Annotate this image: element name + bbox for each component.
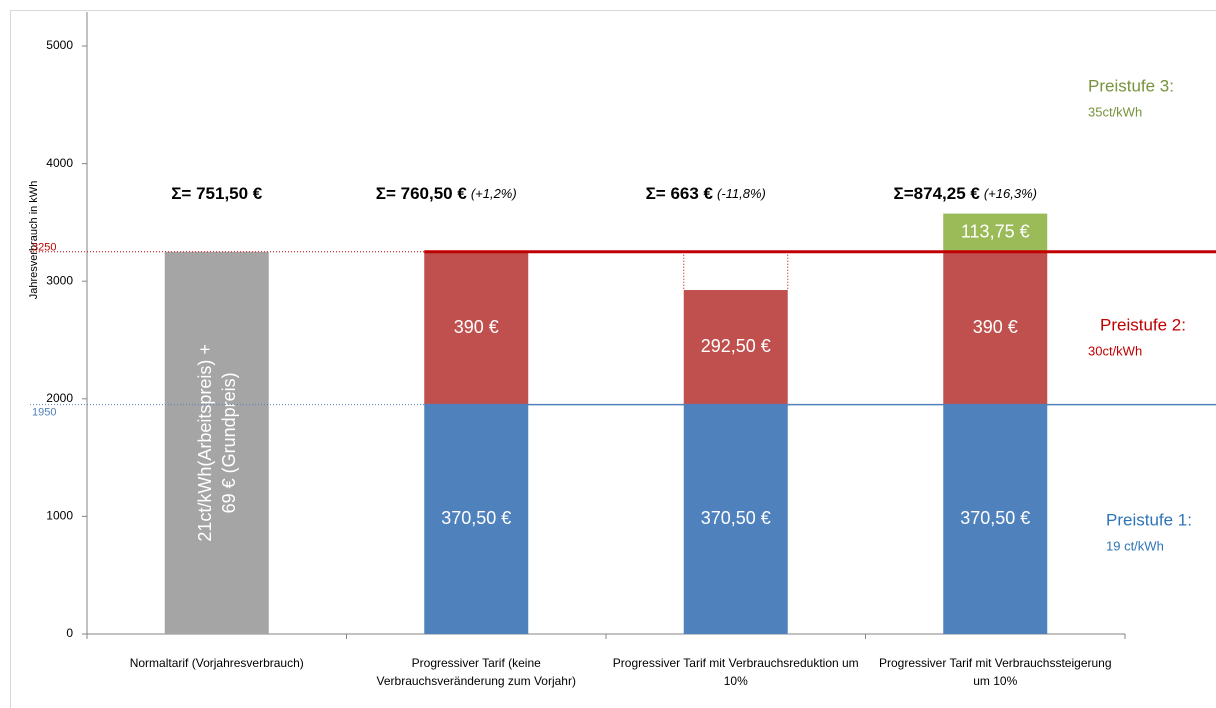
legend-rate: 19 ct/kWh — [1106, 538, 1164, 553]
y-tick-label: 5000 — [46, 38, 73, 52]
sum-label: Σ= 760,50 € (+1,2%) — [376, 184, 517, 203]
bar-segment — [943, 251, 1048, 405]
y-tick-label: 3000 — [46, 273, 73, 287]
bar-segment — [164, 251, 269, 635]
bar-value-label: 113,75 € — [961, 221, 1030, 241]
bar-value-label: 370,50 € — [701, 508, 771, 528]
bar-segment — [943, 213, 1048, 252]
sum-label: Σ= 663 € (-11,8%) — [646, 184, 766, 203]
y-tick-label: 1000 — [46, 509, 73, 523]
sum-label: Σ=874,25 € (+16,3%) — [894, 184, 1037, 203]
x-tick-label: Progressiver Tarif mit Verbrauchsredukti… — [612, 656, 859, 688]
frame — [10, 10, 1216, 708]
legend-label: Preistufe 2: — [1100, 315, 1186, 334]
sum-value: Σ= 751,50 € — [171, 184, 263, 203]
reference-line-label: 3250 — [32, 242, 56, 254]
bar-annotation-line: 69 € (Grundpreis) — [219, 372, 239, 513]
bar-segment — [943, 404, 1048, 634]
y-tick-label: 0 — [66, 626, 73, 640]
bar-annotation-line: 21ct/kWh(Arbeitspreis) + — [195, 344, 215, 542]
sum-label: Σ= 751,50 € — [171, 184, 263, 203]
bar-value-label: 292,50 € — [701, 336, 771, 356]
bar-segment — [424, 404, 529, 634]
change-value: (+16,3%) — [984, 186, 1037, 201]
sum-value: Σ= 663 € — [646, 184, 714, 203]
legend-label: Preistufe 1: — [1106, 510, 1192, 529]
x-tick-label: Progressiver Tarif mit Verbrauchssteiger… — [878, 656, 1112, 688]
reference-line-label: 1950 — [32, 407, 56, 419]
sum-value: Σ= 760,50 € — [376, 184, 468, 203]
y-axis-label: Jahresverbrauch in kWh — [28, 181, 40, 300]
legend-rate: 35ct/kWh — [1088, 104, 1142, 119]
bar-value-label: 370,50 € — [441, 508, 511, 528]
bar-segment — [683, 290, 788, 405]
x-tick-label: Normaltarif (Vorjahresverbrauch) — [129, 656, 304, 670]
legend-rate: 30ct/kWh — [1088, 343, 1142, 358]
bar-value-label: 390 € — [454, 317, 499, 337]
bar-annotation: 21ct/kWh(Arbeitspreis) +69 € (Grundpreis… — [195, 344, 239, 542]
bar-segment — [683, 404, 788, 634]
legend-label: Preistufe 3: — [1088, 76, 1174, 95]
y-tick-label: 2000 — [46, 391, 73, 405]
bar-value-label: 370,50 € — [960, 508, 1030, 528]
change-value: (+1,2%) — [471, 186, 517, 201]
bar-value-label: 390 € — [973, 317, 1018, 337]
change-value: (-11,8%) — [717, 186, 766, 201]
sum-value: Σ=874,25 € — [894, 184, 981, 203]
x-tick-label: Progressiver Tarif (keine Verbrauchsverä… — [376, 656, 576, 688]
y-tick-label: 4000 — [46, 156, 73, 170]
bar-segment — [424, 251, 529, 405]
